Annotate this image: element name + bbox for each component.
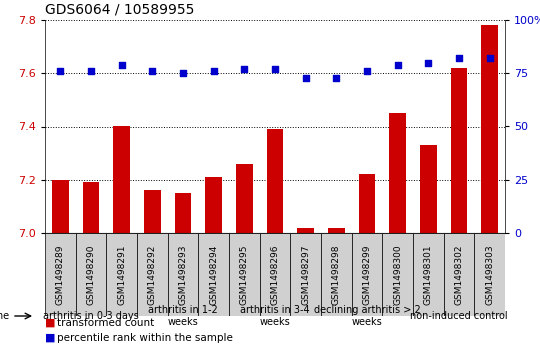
Point [455, 56, 463, 61]
Bar [444, 233, 474, 316]
Bar [167, 233, 198, 316]
Bar [260, 233, 291, 316]
Point [485, 56, 494, 61]
Text: GDS6064 / 10589955: GDS6064 / 10589955 [45, 2, 194, 16]
Text: ■: ■ [45, 318, 56, 328]
Text: GSM1498293: GSM1498293 [179, 244, 187, 305]
Bar [359, 175, 375, 233]
Point [240, 66, 248, 72]
Point [332, 75, 341, 81]
Text: GSM1498294: GSM1498294 [209, 244, 218, 305]
Text: GSM1498302: GSM1498302 [455, 244, 463, 305]
Bar [474, 233, 505, 316]
Bar [321, 233, 352, 316]
Text: GSM1498290: GSM1498290 [86, 244, 96, 305]
Bar [52, 180, 69, 233]
Bar [236, 164, 253, 233]
Bar [389, 113, 406, 233]
Point [117, 62, 126, 68]
Bar [267, 129, 284, 233]
Text: GSM1498291: GSM1498291 [117, 244, 126, 305]
Text: GSM1498296: GSM1498296 [271, 244, 280, 305]
Text: GSM1498295: GSM1498295 [240, 244, 249, 305]
Text: GSM1498297: GSM1498297 [301, 244, 310, 305]
Text: GSM1498300: GSM1498300 [393, 244, 402, 305]
Bar [45, 233, 76, 316]
Bar [144, 191, 161, 233]
Text: arthritis in 0-3 days: arthritis in 0-3 days [43, 311, 139, 321]
Bar [328, 228, 345, 233]
Text: GSM1498292: GSM1498292 [148, 244, 157, 305]
Text: non-induced control: non-induced control [410, 311, 508, 321]
Bar [229, 233, 260, 316]
Point [363, 68, 372, 74]
Text: transformed count: transformed count [57, 318, 154, 328]
Text: ■: ■ [45, 333, 56, 343]
Point [424, 60, 433, 65]
Bar [420, 145, 437, 233]
Bar [83, 183, 99, 233]
Point [179, 70, 187, 76]
Point [210, 68, 218, 74]
Text: GSM1498298: GSM1498298 [332, 244, 341, 305]
Point [87, 68, 96, 74]
Bar [106, 233, 137, 316]
Point [271, 66, 279, 72]
Text: GSM1498299: GSM1498299 [362, 244, 372, 305]
Bar [205, 177, 222, 233]
Bar [352, 233, 382, 316]
Point [393, 62, 402, 68]
Bar [137, 233, 167, 316]
Bar [481, 25, 498, 233]
Bar [291, 233, 321, 316]
Bar [450, 68, 468, 233]
Bar [198, 233, 229, 316]
Text: percentile rank within the sample: percentile rank within the sample [57, 333, 233, 343]
Bar [174, 193, 192, 233]
Text: declining arthritis > 2
weeks: declining arthritis > 2 weeks [314, 305, 420, 327]
Bar [297, 228, 314, 233]
Text: GSM1498289: GSM1498289 [56, 244, 65, 305]
Text: GSM1498301: GSM1498301 [424, 244, 433, 305]
Bar [113, 126, 130, 233]
Text: time: time [0, 311, 10, 321]
Point [56, 68, 65, 74]
Text: GSM1498303: GSM1498303 [485, 244, 494, 305]
Point [148, 68, 157, 74]
Text: arthritis in 3-4
weeks: arthritis in 3-4 weeks [240, 305, 310, 327]
Bar [413, 233, 444, 316]
Point [301, 75, 310, 81]
Bar [76, 233, 106, 316]
Text: arthritis in 1-2
weeks: arthritis in 1-2 weeks [148, 305, 218, 327]
Bar [382, 233, 413, 316]
